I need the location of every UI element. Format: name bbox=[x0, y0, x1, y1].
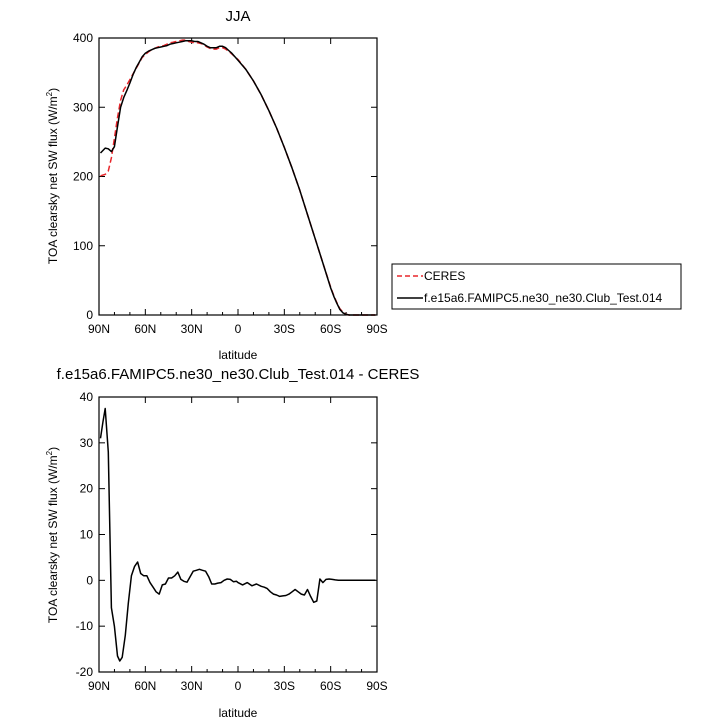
bottom-y-tick-label: -20 bbox=[76, 665, 94, 679]
top-chart-title: JJA bbox=[225, 8, 250, 25]
bottom-x-tick-label: 90S bbox=[366, 679, 387, 693]
top-x-axis-label: latitude bbox=[219, 348, 258, 362]
bottom-y-axis-label: TOA clearsky net SW flux (W/m2) bbox=[45, 447, 60, 623]
top-series-line-0 bbox=[100, 39, 376, 316]
bottom-y-tick-label: 0 bbox=[86, 573, 93, 587]
top-y-axis-label: TOA clearsky net SW flux (W/m2) bbox=[45, 88, 60, 264]
top-series-line-1 bbox=[99, 40, 376, 316]
bottom-x-tick-label: 60N bbox=[134, 679, 156, 693]
top-x-tick-label: 30S bbox=[274, 322, 295, 336]
bottom-y-tick-label: 10 bbox=[80, 528, 94, 542]
bottom-chart-title: f.e15a6.FAMIPC5.ne30_ne30.Club_Test.014 … bbox=[57, 366, 420, 383]
bottom-series-group bbox=[99, 407, 376, 662]
bottom-y-tick-label: 30 bbox=[80, 436, 94, 450]
legend-label-model: f.e15a6.FAMIPC5.ne30_ne30.Club_Test.014 bbox=[424, 291, 662, 305]
bottom-plot-frame bbox=[98, 396, 378, 673]
bottom-y-tick-label: 20 bbox=[80, 482, 94, 496]
bottom-y-tick-label: -10 bbox=[76, 619, 94, 633]
bottom-series-line-0 bbox=[99, 407, 376, 662]
top-y-tick-label: 300 bbox=[73, 100, 93, 114]
top-x-tick-label: 90S bbox=[366, 322, 387, 336]
top-x-tick-label: 60N bbox=[134, 322, 156, 336]
bottom-x-tick-label: 60S bbox=[320, 679, 341, 693]
bottom-x-tick-label: 30S bbox=[274, 679, 295, 693]
bottom-x-axis: 90N 60N 30N 0 30S 60S 90S bbox=[88, 397, 388, 693]
top-x-tick-label: 30N bbox=[181, 322, 203, 336]
top-x-tick-label: 0 bbox=[235, 322, 242, 336]
top-x-axis: 90N 60N 30N 0 30S 60S 90S bbox=[88, 38, 388, 336]
bottom-x-tick-label: 30N bbox=[181, 679, 203, 693]
top-plot-frame bbox=[98, 37, 378, 316]
top-y-axis: 0 100 200 300 400 bbox=[73, 31, 377, 322]
legend: CERES f.e15a6.FAMIPC5.ne30_ne30.Club_Tes… bbox=[391, 263, 682, 310]
top-y-tick-label: 200 bbox=[73, 170, 93, 184]
top-x-tick-label: 60S bbox=[320, 322, 341, 336]
bottom-x-tick-label: 90N bbox=[88, 679, 110, 693]
top-y-tick-label: 100 bbox=[73, 239, 93, 253]
top-x-tick-label: 90N bbox=[88, 322, 110, 336]
top-panel: JJA 0 100 200 300 400 90N 60N 30N 0 30S 60S 90S la… bbox=[45, 8, 682, 362]
bottom-y-tick-label: 40 bbox=[80, 390, 94, 404]
top-y-tick-label: 400 bbox=[73, 31, 93, 45]
bottom-x-axis-label: latitude bbox=[219, 706, 258, 720]
bottom-panel: f.e15a6.FAMIPC5.ne30_ne30.Club_Test.014 … bbox=[45, 366, 419, 720]
legend-label-ceres: CERES bbox=[424, 269, 465, 283]
bottom-y-axis: -20 -10 0 10 20 30 40 bbox=[76, 390, 377, 679]
top-y-tick-label: 0 bbox=[86, 308, 93, 322]
bottom-x-tick-label: 0 bbox=[235, 679, 242, 693]
legend-box bbox=[391, 263, 682, 310]
top-series-group bbox=[99, 39, 376, 316]
